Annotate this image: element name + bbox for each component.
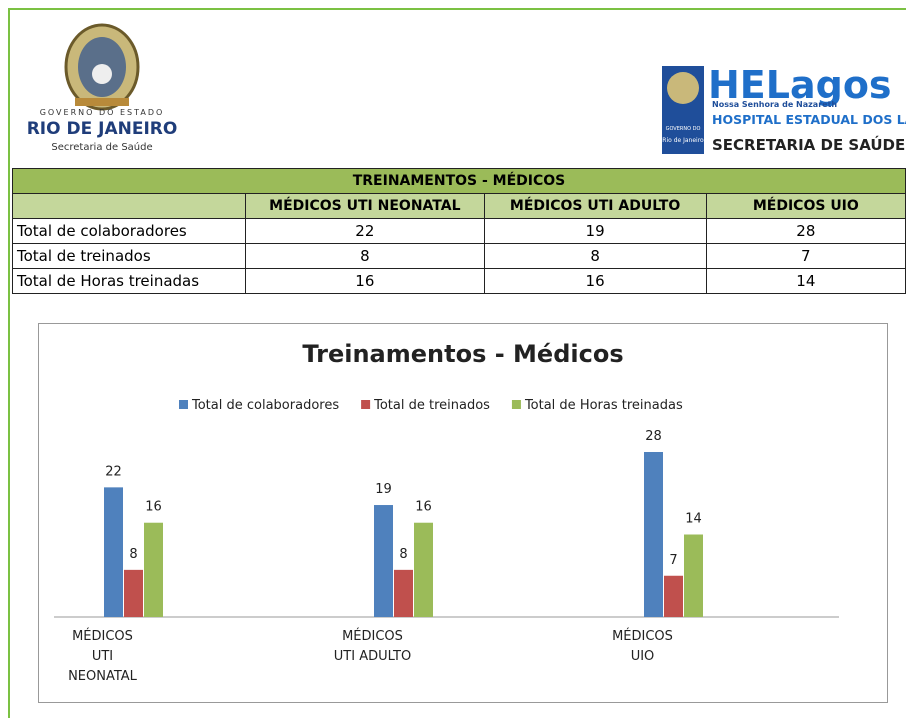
bar (414, 522, 433, 617)
logo-text: GOVERNO DO ESTADO (40, 108, 165, 117)
chart-title: Treinamentos - Médicos (302, 340, 623, 368)
cell: 16 (483, 268, 707, 294)
data-label: 16 (415, 500, 432, 515)
cell: 19 (483, 218, 707, 244)
legend-label: Total de treinados (373, 398, 490, 413)
bar (374, 505, 393, 617)
logo-text: RIO DE JANEIRO (27, 119, 178, 139)
logo-text: SECRETARIA DE SAÚDE (712, 135, 905, 154)
bar (644, 452, 663, 617)
logo-text: Nossa Senhora de Nazareth (712, 100, 837, 109)
table-row: Total de treinados 8 8 7 (11, 243, 906, 269)
bar (394, 569, 413, 617)
left-logo: GOVERNO DO ESTADO RIO DE JANEIRO Secreta… (27, 23, 178, 153)
data-label: 19 (375, 482, 392, 497)
cell: 8 (483, 243, 707, 269)
brand: HELagos (708, 63, 892, 107)
header-cell (11, 193, 247, 219)
data-label: 28 (645, 429, 662, 444)
cell: 22 (245, 218, 485, 244)
row-label: Total de Horas treinadas (11, 268, 247, 294)
legend-swatch (361, 400, 371, 409)
logo-text: HOSPITAL ESTADUAL DOS LAGOS (712, 112, 906, 127)
cell: 8 (245, 243, 485, 269)
bar (664, 575, 683, 617)
data-label: 7 (669, 553, 677, 568)
legend-swatch (511, 400, 521, 409)
cell: 14 (705, 268, 906, 294)
cell: 16 (245, 268, 485, 294)
legend-label: Total de Horas treinadas (524, 398, 683, 413)
data-label: 8 (129, 547, 137, 562)
page-frame (8, 8, 906, 718)
cell: 28 (705, 218, 906, 244)
right-logo: GOVERNO DO Rio de Janeiro HELagos Nossa … (662, 63, 906, 154)
row-label: Total de treinados (11, 243, 247, 269)
bar (684, 534, 703, 617)
legend-swatch (179, 400, 188, 409)
x-tick-label: MÉDICOS UTI ADULTO (333, 629, 412, 664)
x-tick-label: MÉDICOS UIO (612, 629, 673, 664)
data-label: 22 (105, 464, 122, 479)
legend-label: Total de colaboradores (191, 398, 339, 413)
data-label: 16 (145, 500, 162, 515)
bar (104, 487, 123, 617)
data-table: TREINAMENTOS - MÉDICOS MÉDICOS UTI NEONA… (11, 168, 906, 294)
table-title: TREINAMENTOS - MÉDICOS (12, 168, 906, 194)
data-label: 14 (685, 512, 702, 527)
header-cell: MÉDICOS UTI ADULTO (483, 193, 707, 219)
logo-text: Secretaria de Saúde (51, 141, 152, 153)
logo-text: Rio de Janeiro (662, 137, 704, 144)
chart: Treinamentos - Médicos Total de colabora… (38, 323, 888, 703)
header-cell: MÉDICOS UIO (705, 193, 906, 219)
bar (124, 569, 143, 617)
bar (144, 522, 163, 617)
logo-text: GOVERNO DO (666, 126, 701, 132)
table-row: Total de Horas treinadas 16 16 14 (11, 268, 906, 294)
data-label: 8 (399, 547, 407, 562)
chart-svg: Treinamentos - Médicos Total de colabora… (54, 340, 839, 618)
header-cell: MÉDICOS UTI NEONATAL (245, 193, 485, 219)
cell: 7 (705, 243, 906, 269)
row-label: Total de colaboradores (11, 218, 247, 244)
table-row: Total de colaboradores 22 19 28 (11, 218, 906, 244)
x-tick-label: MÉDICOS UTI NEONATAL (68, 629, 137, 684)
